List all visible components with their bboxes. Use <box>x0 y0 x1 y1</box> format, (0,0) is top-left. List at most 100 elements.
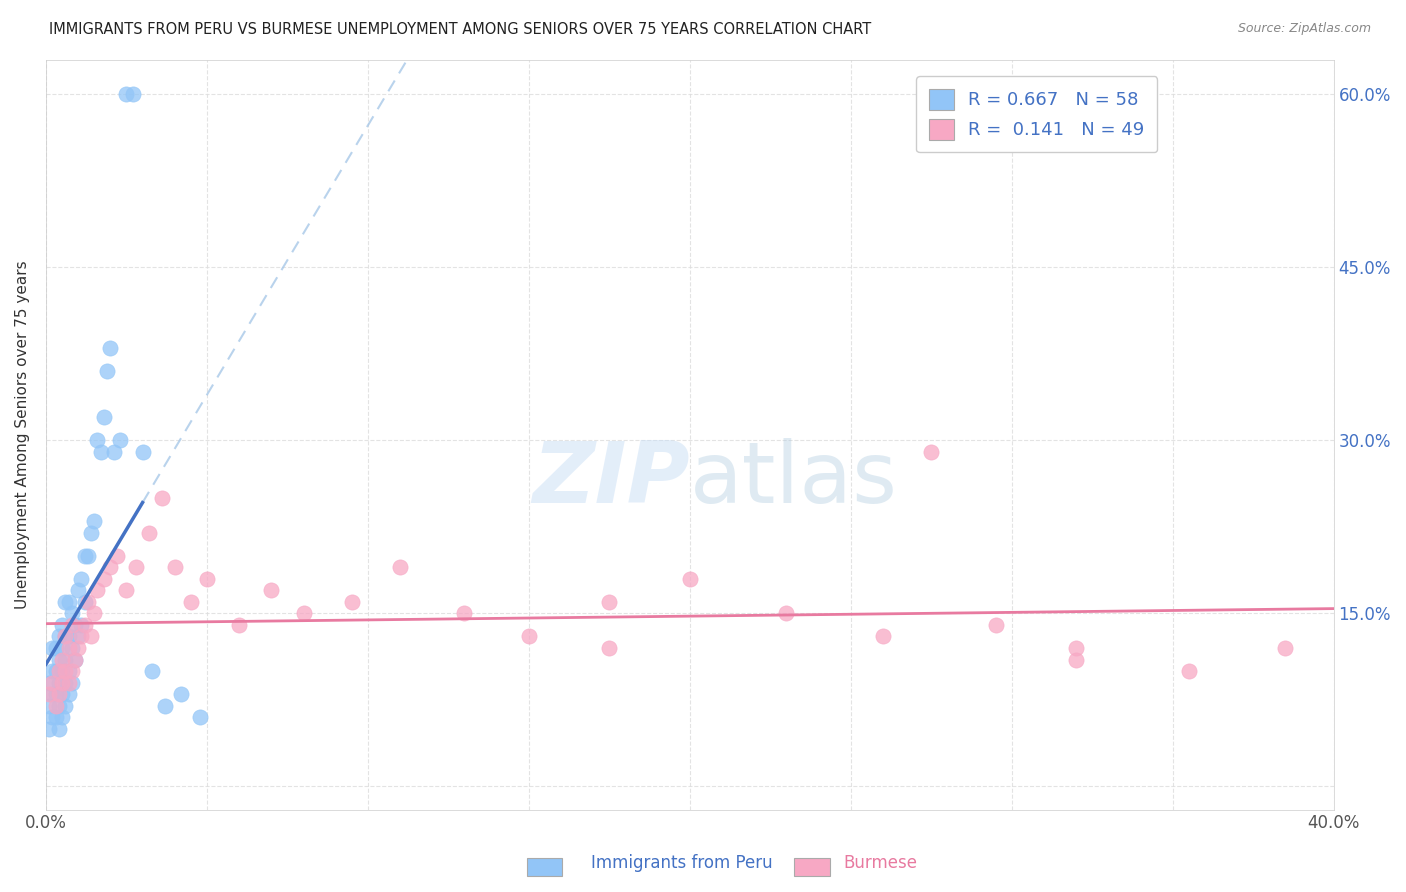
Point <box>63 652 86 666</box>
Point <box>60 618 83 632</box>
Point <box>1274 640 1296 655</box>
Point <box>58 595 80 609</box>
Point <box>86 583 108 598</box>
Point <box>38 687 60 701</box>
Point <box>389 560 412 574</box>
Point <box>86 434 108 448</box>
Point <box>115 87 138 102</box>
Point <box>108 434 131 448</box>
Point <box>51 710 73 724</box>
Point <box>115 583 138 598</box>
Point <box>775 607 797 621</box>
Point <box>63 652 86 666</box>
Point <box>98 341 121 355</box>
Text: IMMIGRANTS FROM PERU VS BURMESE UNEMPLOYMENT AMONG SENIORS OVER 75 YEARS CORRELA: IMMIGRANTS FROM PERU VS BURMESE UNEMPLOY… <box>49 22 872 37</box>
Point <box>51 652 73 666</box>
Point <box>38 698 60 713</box>
Point <box>83 514 105 528</box>
Point <box>67 630 90 644</box>
Point <box>53 652 76 666</box>
Point <box>51 664 73 678</box>
Point <box>53 630 76 644</box>
Point <box>58 664 80 678</box>
Point <box>41 640 63 655</box>
Point <box>53 664 76 678</box>
Point <box>45 640 67 655</box>
Point <box>70 618 93 632</box>
Point <box>122 87 145 102</box>
Point <box>38 722 60 736</box>
Text: ZIP: ZIP <box>533 438 690 521</box>
Point <box>60 607 83 621</box>
Point <box>150 491 173 505</box>
Point <box>131 445 153 459</box>
Point <box>76 549 98 563</box>
Point <box>67 640 90 655</box>
Point <box>48 722 70 736</box>
Point <box>83 607 105 621</box>
Point <box>53 698 76 713</box>
Text: Immigrants from Peru: Immigrants from Peru <box>591 855 772 872</box>
Point <box>872 630 894 644</box>
Y-axis label: Unemployment Among Seniors over 75 years: Unemployment Among Seniors over 75 years <box>15 260 30 609</box>
Point <box>170 687 193 701</box>
Point <box>93 572 115 586</box>
Point <box>58 687 80 701</box>
Point <box>679 572 702 586</box>
Point <box>53 675 76 690</box>
Point <box>60 640 83 655</box>
Point <box>51 687 73 701</box>
Point <box>70 630 93 644</box>
Point <box>48 630 70 644</box>
Point <box>180 595 202 609</box>
Point <box>45 664 67 678</box>
Point <box>60 675 83 690</box>
Point <box>45 687 67 701</box>
Point <box>105 549 128 563</box>
Point <box>48 652 70 666</box>
Point <box>76 595 98 609</box>
Point <box>103 445 125 459</box>
Point <box>141 664 163 678</box>
Point <box>138 525 160 540</box>
Text: Burmese: Burmese <box>844 855 918 872</box>
Legend: R = 0.667   N = 58, R =  0.141   N = 49: R = 0.667 N = 58, R = 0.141 N = 49 <box>915 76 1157 153</box>
Point <box>48 664 70 678</box>
Point <box>340 595 363 609</box>
Point <box>53 595 76 609</box>
Point <box>73 549 96 563</box>
Point <box>125 560 148 574</box>
Point <box>260 583 283 598</box>
Point <box>41 687 63 701</box>
Point <box>1064 652 1087 666</box>
Point <box>153 698 176 713</box>
Point <box>48 675 70 690</box>
Point <box>228 618 250 632</box>
Point <box>41 675 63 690</box>
Point <box>41 710 63 724</box>
Point <box>80 525 103 540</box>
Point <box>67 583 90 598</box>
Point <box>58 640 80 655</box>
Point <box>73 618 96 632</box>
Point <box>1178 664 1201 678</box>
Text: atlas: atlas <box>690 438 898 521</box>
Point <box>63 618 86 632</box>
Point <box>96 364 118 378</box>
Point <box>598 595 620 609</box>
Point <box>73 595 96 609</box>
Point <box>53 630 76 644</box>
Point <box>38 675 60 690</box>
Point <box>60 664 83 678</box>
Point <box>517 630 540 644</box>
Point <box>48 698 70 713</box>
Point <box>920 445 942 459</box>
Point <box>51 618 73 632</box>
Point <box>45 698 67 713</box>
Point <box>80 630 103 644</box>
Point <box>1064 640 1087 655</box>
Point <box>48 687 70 701</box>
Point <box>93 410 115 425</box>
Point <box>51 675 73 690</box>
Point <box>598 640 620 655</box>
